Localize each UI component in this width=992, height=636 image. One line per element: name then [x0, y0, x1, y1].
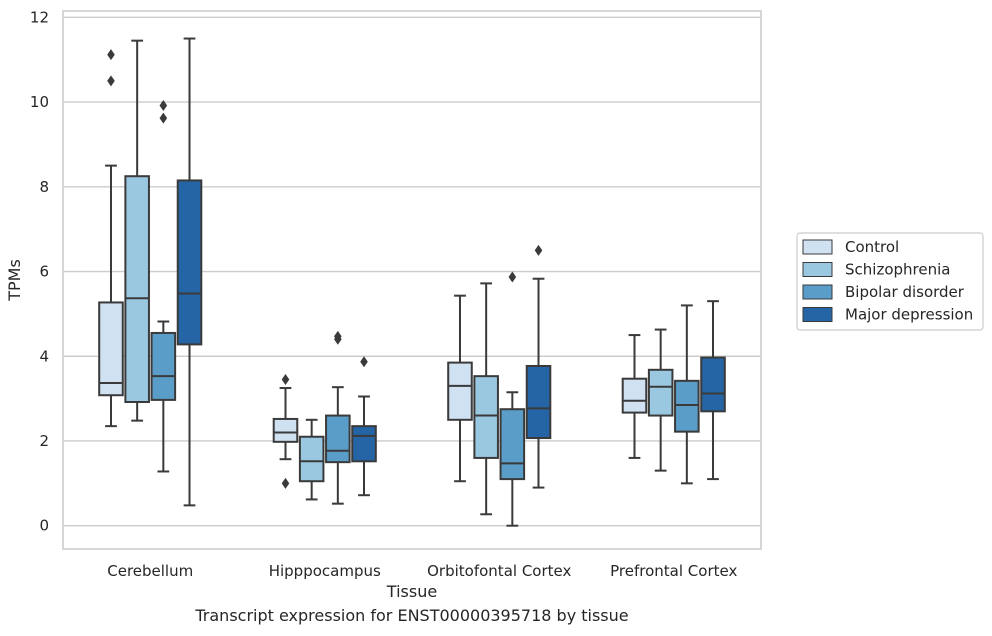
box-group [647, 328, 674, 472]
box-group [525, 244, 552, 489]
legend-swatch [802, 307, 833, 322]
iqr-box [272, 417, 299, 443]
x-tick-label: Prefrontal Cortex [610, 562, 737, 580]
iqr-box [447, 361, 473, 421]
y-tick-label: 8 [39, 178, 49, 196]
x-tick-label: Cerebellum [107, 562, 193, 580]
legend-swatch [802, 284, 833, 300]
legend-swatch [802, 262, 833, 277]
y-tick-label: 2 [39, 432, 49, 450]
outlier-point [159, 112, 168, 124]
y-axis-title: TPMs [5, 259, 24, 302]
iqr-box [647, 368, 674, 417]
iqr-box [621, 377, 648, 414]
legend-label: Control [845, 238, 899, 256]
box-group [621, 334, 648, 459]
y-tick-label: 4 [39, 347, 49, 365]
legend-label: Major depression [845, 306, 973, 324]
iqr-box [351, 425, 377, 463]
iqr-box [499, 408, 526, 481]
iqr-box [124, 175, 150, 404]
iqr-box [325, 414, 351, 464]
outlier-point [107, 49, 115, 61]
legend-label: Schizophrenia [845, 261, 950, 279]
iqr-box [298, 435, 325, 483]
figure-caption: Transcript expression for ENST0000039571… [195, 606, 629, 625]
outlier-point [360, 356, 368, 368]
outlier-point [334, 330, 342, 342]
y-tick-label: 6 [39, 263, 49, 281]
iqr-box [150, 331, 177, 401]
box-group [176, 37, 203, 507]
box-group [499, 271, 526, 527]
legend: Control Schizophrenia Bipolar disorder Majo… [796, 232, 984, 331]
box-group [351, 356, 377, 497]
y-tick-label: 10 [30, 93, 49, 111]
y-tick-label: 0 [39, 517, 49, 535]
legend-swatch [802, 239, 833, 255]
iqr-box [98, 301, 124, 397]
box-group [674, 304, 700, 485]
outlier-point [107, 75, 115, 87]
outlier-point [281, 374, 290, 386]
box-group [98, 49, 124, 428]
legend-label: Bipolar disorder [845, 283, 965, 301]
x-tick-label: Orbitofontal Cortex [427, 562, 571, 580]
y-axis-ticks: 0 2 4 6 8 10 12 [30, 8, 49, 534]
box-group [272, 374, 299, 489]
box-group [124, 39, 150, 422]
x-axis-title: Tissue [386, 582, 437, 601]
outlier-point [508, 271, 517, 283]
iqr-box [473, 375, 499, 459]
box-group [325, 330, 351, 505]
box-layer [98, 37, 726, 527]
plot-frame [62, 10, 762, 550]
box-group [700, 300, 726, 481]
y-tick-label: 12 [30, 8, 49, 26]
iqr-box [525, 364, 552, 440]
x-axis-ticks: Cerebellum Hipppocampus Orbitofontal Corte… [107, 562, 737, 580]
iqr-box [176, 179, 203, 346]
x-tick-label: Hipppocampus [269, 562, 381, 580]
outlier-point [159, 99, 168, 111]
box-group [447, 294, 473, 483]
grid-lines [63, 16, 761, 527]
iqr-box [674, 379, 700, 433]
box-group [150, 99, 177, 473]
outlier-point [281, 477, 290, 489]
box-group [298, 418, 325, 501]
outlier-point [534, 244, 543, 256]
box-group [473, 282, 499, 516]
legend-frame [796, 232, 984, 331]
iqr-box [700, 356, 726, 413]
